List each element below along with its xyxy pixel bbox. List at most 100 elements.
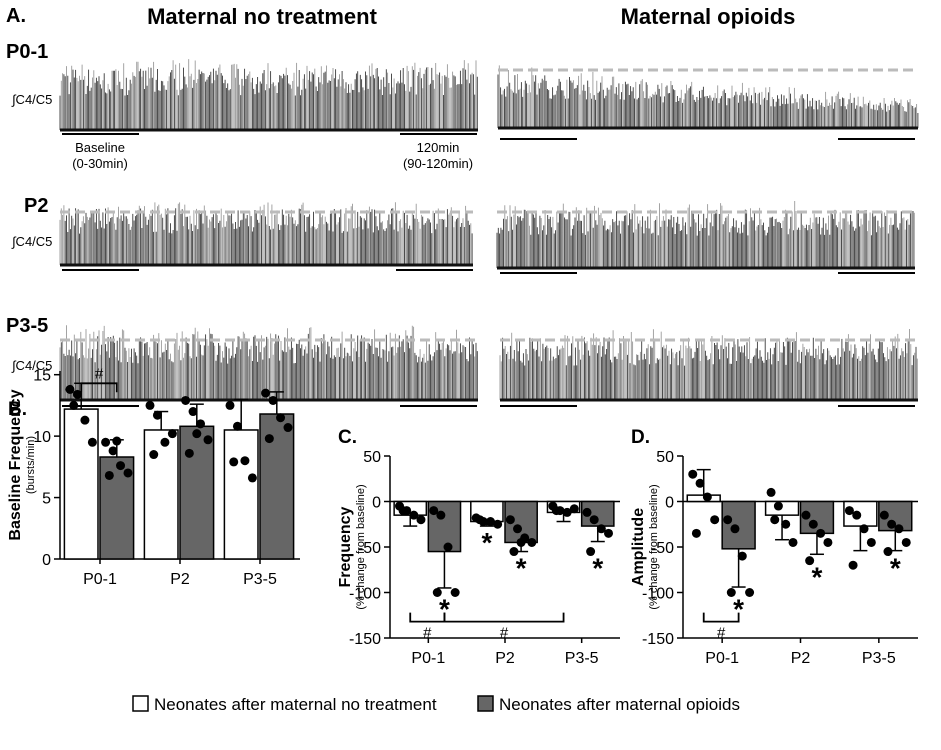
y-tick-label: 50: [363, 449, 381, 466]
data-point: [596, 524, 606, 534]
x-tick-label: P0-1: [705, 650, 739, 667]
data-point: [203, 435, 213, 445]
data-point: [225, 400, 235, 410]
column-title: Maternal no treatment: [147, 4, 377, 29]
data-point: [184, 448, 194, 458]
data-point: [450, 588, 460, 597]
significance-marker: *: [516, 553, 527, 584]
y-tick-label: -150: [349, 631, 381, 648]
data-point: [188, 407, 198, 417]
scale-label: Baseline: [75, 140, 125, 155]
data-point: [108, 446, 118, 456]
column-title: Maternal opioids: [621, 4, 796, 29]
data-point: [509, 547, 519, 557]
data-point: [887, 519, 897, 529]
data-point: [688, 469, 698, 479]
data-point: [844, 506, 854, 516]
x-tick-label: P3-5: [862, 650, 896, 667]
trace-label: ∫C4/C5: [11, 234, 52, 249]
panel-label: D.: [631, 427, 650, 448]
trace: [498, 65, 918, 128]
significance-marker: *: [481, 527, 492, 558]
significance-marker: *: [592, 553, 603, 584]
data-point: [551, 506, 561, 516]
significance-marker: *: [811, 562, 822, 593]
data-point: [801, 510, 811, 520]
data-point: [808, 519, 818, 529]
comparison-bracket: [80, 382, 118, 393]
data-point: [65, 384, 75, 394]
data-point: [702, 492, 712, 502]
data-point: [268, 395, 278, 405]
y-tick-label: 0: [372, 495, 381, 512]
y-tick-label: -50: [651, 540, 674, 557]
x-tick-label: P2: [495, 650, 515, 667]
trace: [502, 337, 917, 400]
bar: [721, 500, 756, 550]
bar: [63, 408, 99, 560]
trace: [59, 67, 478, 130]
comparison-label: #: [423, 625, 432, 642]
data-point: [196, 419, 206, 429]
data-point: [766, 487, 776, 497]
bar-chart: D. Amplitude (% change from baseline) -150 -…: [630, 427, 918, 667]
bar-chart: C. Frequency (% change from baseline) -150 -…: [337, 427, 620, 667]
data-point: [101, 437, 111, 447]
panel-label: C.: [338, 427, 357, 448]
trace: [497, 74, 919, 128]
data-point: [527, 537, 537, 547]
data-point: [901, 537, 911, 547]
data-point: [261, 388, 271, 398]
data-point: [152, 410, 162, 420]
trace: [504, 201, 915, 268]
scale-label: 120min: [417, 140, 460, 155]
data-point: [805, 556, 815, 566]
data-point: [604, 528, 613, 538]
legend: Neonates after maternal no treatment Neo…: [132, 695, 740, 714]
y-axis-sublabel: (% change from baseline): [648, 484, 660, 609]
data-point: [848, 560, 858, 570]
y-axis-label: Amplitude: [630, 508, 647, 586]
data-point: [167, 429, 177, 439]
bar: [259, 413, 295, 560]
x-tick-label: P3-5: [565, 650, 599, 667]
data-point: [416, 515, 426, 525]
trace: [60, 59, 477, 130]
data-point: [894, 524, 904, 534]
scale-label: (90-120min): [403, 156, 473, 171]
y-tick-label: 0: [665, 495, 674, 512]
y-tick-label: -100: [349, 586, 381, 603]
data-point: [493, 519, 503, 529]
data-point: [710, 515, 720, 525]
x-tick-label: P2: [791, 650, 811, 667]
data-point: [695, 478, 705, 488]
data-point: [788, 537, 798, 547]
data-point: [589, 515, 599, 525]
comparison-label: #: [500, 625, 509, 642]
data-point: [240, 456, 250, 466]
data-point: [866, 537, 876, 547]
data-point: [781, 519, 791, 529]
data-point: [879, 510, 889, 520]
bar: [179, 425, 215, 560]
data-point: [409, 510, 419, 520]
data-point: [247, 473, 257, 483]
trace: [499, 329, 918, 400]
data-point: [816, 528, 826, 538]
data-point: [432, 588, 442, 597]
data-point: [443, 542, 453, 552]
data-point: [562, 507, 572, 517]
row-label: P2: [24, 195, 48, 217]
comparison-bracket: [702, 612, 740, 623]
y-tick-label: 15: [33, 368, 51, 385]
row-label: P3-5: [6, 315, 48, 337]
data-point: [436, 510, 446, 520]
bar: [223, 429, 259, 560]
data-point: [80, 415, 90, 425]
data-point: [69, 400, 79, 410]
data-point: [505, 515, 515, 525]
data-point: [398, 506, 408, 516]
y-tick-label: 0: [42, 552, 51, 569]
data-point: [823, 537, 833, 547]
